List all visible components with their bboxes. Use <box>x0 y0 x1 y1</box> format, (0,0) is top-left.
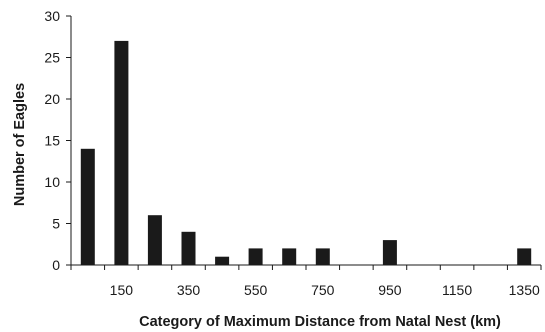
y-axis-title: Number of Eagles <box>12 83 28 206</box>
x-axis-title: Category of Maximum Distance from Natal … <box>139 314 501 330</box>
bar-950 <box>382 240 397 265</box>
bar-450 <box>215 256 230 265</box>
bar-750 <box>315 248 330 265</box>
bar-150 <box>114 40 129 266</box>
x-tick-label: 350 <box>177 282 201 298</box>
y-tick-label: 15 <box>44 133 60 149</box>
bar-1350 <box>517 248 532 265</box>
x-tick-label: 550 <box>244 282 268 298</box>
bar-50 <box>80 148 95 265</box>
bar-650 <box>282 248 297 265</box>
y-tick-label: 10 <box>44 174 60 190</box>
x-tick-label: 950 <box>378 282 402 298</box>
y-tick-label: 30 <box>44 8 60 24</box>
x-axis-ticks: 150 350 550 750 950 1150 1350 <box>70 265 542 298</box>
y-tick-label: 5 <box>52 216 60 232</box>
bars-group <box>80 40 532 266</box>
x-tick-label: 150 <box>110 282 134 298</box>
y-tick-label: 0 <box>52 257 60 273</box>
y-tick-label: 20 <box>44 91 60 107</box>
x-tick-label: 1150 <box>442 282 472 298</box>
bar-250 <box>147 215 162 265</box>
x-tick-label: 1350 <box>509 282 540 298</box>
y-tick-label: 25 <box>44 50 60 66</box>
bar-350 <box>181 231 196 265</box>
bar-550 <box>248 248 263 265</box>
y-axis-ticks: 0 5 10 15 20 25 30 <box>44 8 71 273</box>
x-tick-label: 750 <box>311 282 335 298</box>
